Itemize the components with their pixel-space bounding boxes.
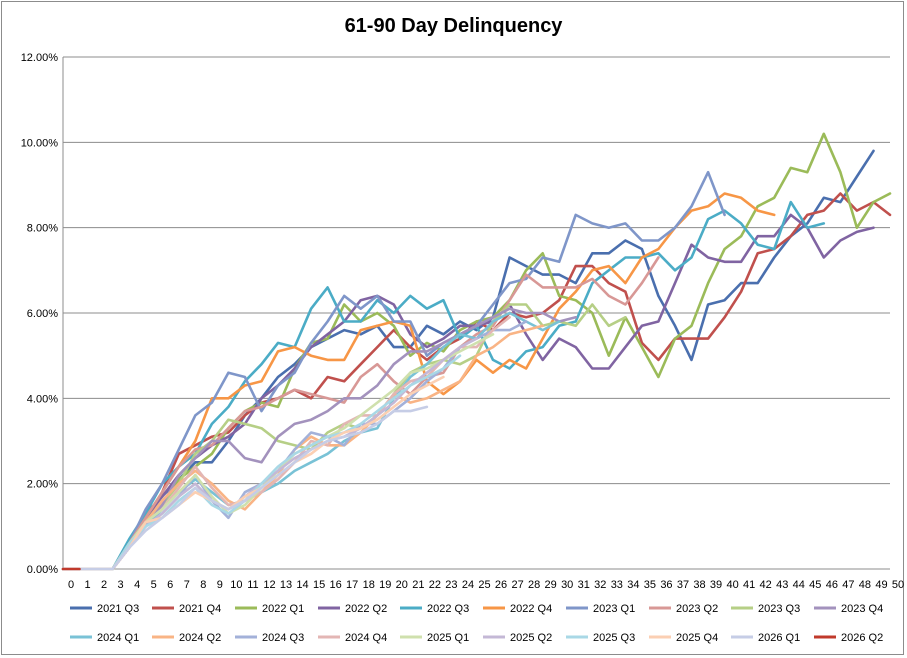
y-tick-label: 8.00%: [27, 223, 58, 235]
x-tick-label: 11: [247, 579, 258, 591]
gridlines: [63, 56, 890, 570]
x-tick-label: 7: [184, 579, 190, 591]
x-tick-label: 14: [296, 579, 308, 591]
x-tick-label: 5: [151, 579, 157, 591]
series-line: [61, 200, 826, 571]
x-tick-label: 39: [710, 579, 722, 591]
x-tick-label: 3: [118, 579, 124, 591]
y-tick-label: 2.00%: [27, 479, 58, 491]
x-tick-label: 42: [760, 579, 772, 591]
x-tick-label: 26: [495, 579, 507, 591]
legend-label: 2026 Q1: [758, 632, 800, 644]
legend-label: 2023 Q4: [841, 603, 883, 615]
legend-label: 2025 Q4: [676, 632, 718, 644]
legend-label: 2023 Q3: [758, 603, 800, 615]
x-tick-label: 32: [594, 579, 606, 591]
series-line: [61, 170, 726, 571]
x-tick-label: 23: [445, 579, 457, 591]
y-tick-label: 12.00%: [21, 52, 59, 64]
x-tick-label: 27: [511, 579, 523, 591]
x-tick-label: 25: [478, 579, 490, 591]
x-tick-label: 6: [167, 579, 173, 591]
x-tick-label: 30: [561, 579, 573, 591]
x-tick-label: 12: [263, 579, 275, 591]
series-lines: [61, 132, 892, 571]
legend-label: 2021 Q4: [179, 603, 221, 615]
x-tick-label: 35: [644, 579, 656, 591]
legend-label: 2024 Q2: [179, 632, 221, 644]
x-tick-label: 49: [875, 579, 887, 591]
x-tick-label: 40: [726, 579, 738, 591]
legend-label: 2021 Q3: [97, 603, 139, 615]
x-tick-label: 44: [793, 579, 805, 591]
x-tick-label: 31: [578, 579, 590, 591]
legend-label: 2022 Q3: [427, 603, 469, 615]
x-tick-label: 50: [892, 579, 904, 591]
y-tick-label: 6.00%: [27, 308, 58, 320]
x-tick-label: 2: [101, 579, 107, 591]
legend-label: 2024 Q4: [345, 632, 387, 644]
x-tick-label: 16: [330, 579, 342, 591]
y-tick-label: 10.00%: [21, 137, 59, 149]
chart-title: 61-90 Day Delinquency: [344, 15, 563, 37]
series-line: [61, 256, 660, 571]
x-tick-label: 15: [313, 579, 325, 591]
x-tick-label: 0: [68, 579, 74, 591]
x-tick-label: 13: [280, 579, 292, 591]
x-tick-label: 10: [230, 579, 242, 591]
series-line: [61, 333, 495, 571]
x-tick-label: 38: [693, 579, 705, 591]
legend-label: 2022 Q4: [510, 603, 552, 615]
x-tick-label: 36: [660, 579, 672, 591]
x-tick-label: 24: [462, 579, 474, 591]
x-tick-label: 48: [859, 579, 871, 591]
legend-label: 2022 Q1: [262, 603, 304, 615]
legend: 2021 Q3 2021 Q4 2022 Q1 2022 Q2 2022 Q3 2022 …: [70, 603, 883, 644]
axes: 0.00%2.00%4.00%6.00%8.00%10.00%12.00%0 1 2…: [21, 52, 904, 591]
x-tick-label: 19: [379, 579, 391, 591]
x-tick-label: 41: [743, 579, 755, 591]
x-tick-label: 17: [346, 579, 358, 591]
legend-label: 2024 Q1: [97, 632, 139, 644]
y-tick-label: 4.00%: [27, 393, 58, 405]
legend-label: 2025 Q3: [593, 632, 635, 644]
legend-label: 2025 Q2: [510, 632, 552, 644]
x-tick-label: 46: [826, 579, 838, 591]
x-tick-label: 43: [776, 579, 788, 591]
x-tick-label: 18: [363, 579, 375, 591]
x-tick-label: 8: [200, 579, 206, 591]
x-tick-label: 9: [217, 579, 223, 591]
series-line: [61, 405, 429, 571]
x-tick-label: 29: [545, 579, 557, 591]
series-line: [61, 354, 462, 571]
legend-label: 2023 Q1: [593, 603, 635, 615]
series-line: [61, 132, 892, 571]
series-line: [61, 192, 892, 571]
x-tick-label: 1: [84, 579, 90, 591]
legend-label: 2024 Q3: [262, 632, 304, 644]
legend-label: 2023 Q2: [676, 603, 718, 615]
x-tick-label: 47: [842, 579, 854, 591]
x-tick-label: 28: [528, 579, 540, 591]
x-tick-label: 21: [412, 579, 424, 591]
x-tick-label: 45: [809, 579, 821, 591]
x-tick-label: 34: [627, 579, 639, 591]
x-tick-label: 20: [396, 579, 408, 591]
x-tick-label: 37: [677, 579, 689, 591]
legend-label: 2025 Q1: [427, 632, 469, 644]
x-tick-label: 4: [134, 579, 140, 591]
y-tick-label: 0.00%: [27, 564, 58, 576]
x-tick-label: 33: [611, 579, 623, 591]
legend-label: 2026 Q2: [841, 632, 883, 644]
legend-label: 2022 Q2: [345, 603, 387, 615]
x-tick-label: 22: [429, 579, 441, 591]
